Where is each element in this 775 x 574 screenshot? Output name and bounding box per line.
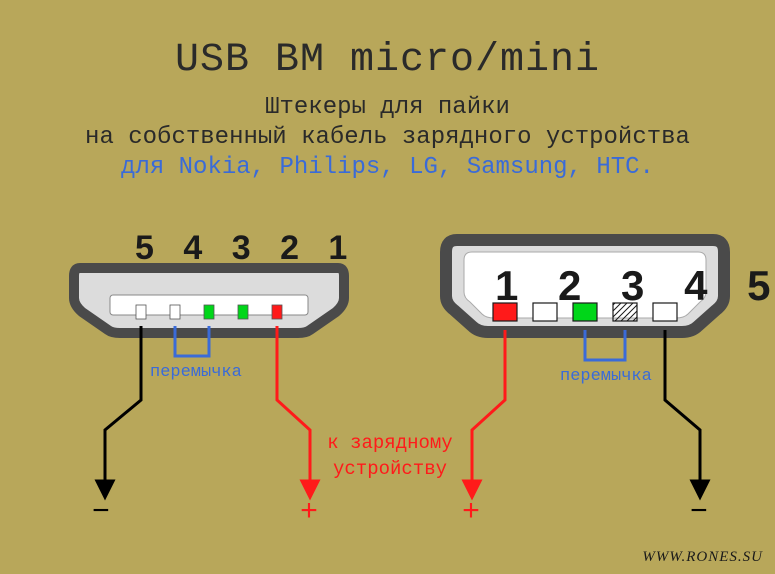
micro-pin-4 <box>170 305 180 319</box>
polarity-sign: + <box>462 496 480 530</box>
polarity-sign: + <box>300 496 318 530</box>
polarity-sign: − <box>690 496 708 530</box>
micro-pin-3 <box>204 305 214 319</box>
bridge-label: перемычка <box>560 367 652 386</box>
lead-wire <box>472 330 505 490</box>
watermark: WWW.RONES.SU <box>642 549 763 566</box>
pin-numbers: 5 4 3 2 1 <box>135 229 357 267</box>
bridge-label: перемычка <box>150 363 242 382</box>
lead-wire <box>277 326 310 490</box>
micro-pin-2 <box>238 305 248 319</box>
micro-pin-5 <box>136 305 146 319</box>
polarity-sign: − <box>92 496 110 530</box>
micro-pin-1 <box>272 305 282 319</box>
charger-label: к зарядному <box>327 432 452 454</box>
diagram-canvas: USB BM micro/mini Штекеры для пайки на с… <box>0 0 775 574</box>
lead-wire <box>665 330 700 490</box>
charger-label: устройству <box>333 458 447 480</box>
micro-usb-connector <box>74 268 344 333</box>
pin-numbers: 1 2 3 4 5 <box>495 262 775 309</box>
diagram-svg: перемычка − + перемычка − +5 4 3 2 1 1 2 3 4 5… <box>0 0 775 574</box>
lead-wire <box>105 326 141 490</box>
